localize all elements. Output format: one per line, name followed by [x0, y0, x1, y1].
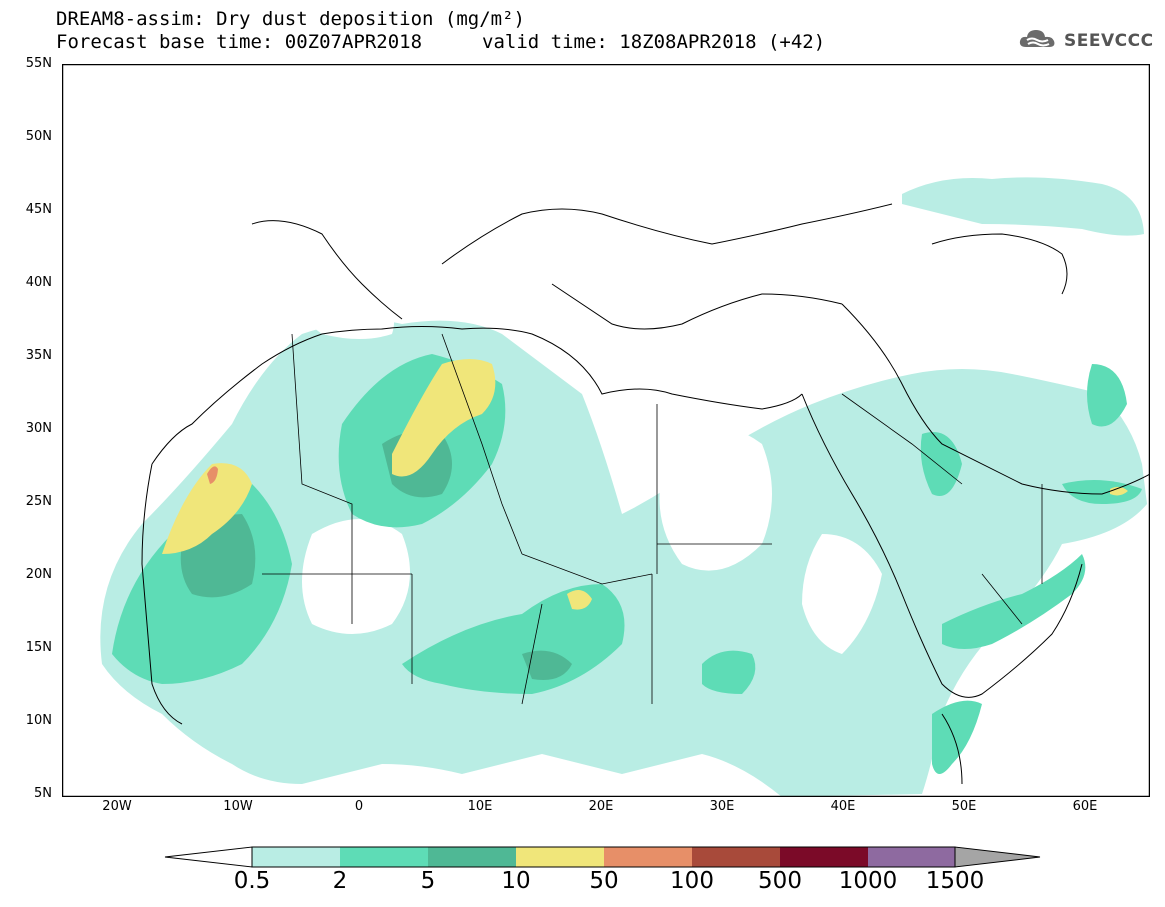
colorbar-label: 100 — [670, 868, 714, 894]
colorbar-swatch — [604, 847, 692, 867]
lat-label: 40N — [25, 275, 52, 290]
map-panel — [62, 64, 1150, 797]
colorbar-label: 10 — [501, 868, 531, 894]
lon-label: 0 — [354, 799, 364, 814]
colorbar-swatch — [252, 847, 340, 867]
lat-label: 45N — [25, 202, 52, 217]
colorbar-swatch — [868, 847, 955, 867]
lon-label: 10W — [223, 799, 253, 814]
lat-label: 15N — [25, 640, 52, 655]
seevccc-logo: SEEVCCC — [1018, 28, 1154, 54]
borders-layer — [262, 333, 1043, 705]
lat-label: 25N — [25, 494, 52, 509]
coastlines-layer — [141, 203, 1150, 785]
map-title: DREAM8-assim: Dry dust deposition (mg/m²… — [56, 8, 525, 30]
lat-label: 35N — [25, 348, 52, 363]
lat-label: 10N — [25, 713, 52, 728]
lat-label: 55N — [25, 56, 52, 71]
lon-label: 30E — [709, 799, 735, 814]
lon-label: 20E — [588, 799, 614, 814]
colorbar-label: 1500 — [925, 868, 985, 894]
lat-label: 20N — [25, 567, 52, 582]
dust-field-layer — [100, 177, 1147, 797]
colorbar-label: 5 — [420, 868, 436, 894]
cloud-icon — [1018, 27, 1058, 55]
colorbar-label: 1000 — [838, 868, 898, 894]
colorbar-swatch — [780, 847, 868, 867]
colorbar-label: 0.5 — [233, 868, 271, 894]
lon-label: 40E — [830, 799, 856, 814]
lat-label: 5N — [34, 786, 52, 801]
colorbar-label: 50 — [589, 868, 619, 894]
colorbar-swatch — [516, 847, 604, 867]
colorbar — [164, 846, 1041, 868]
colorbar-label: 2 — [332, 868, 348, 894]
colorbar-label: 500 — [758, 868, 802, 894]
map-frame — [62, 64, 1150, 797]
lon-label: 60E — [1072, 799, 1098, 814]
valid-time: valid time: 18Z08APR2018 (+42) — [482, 31, 826, 53]
forecast-base-time: Forecast base time: 00Z07APR2018 — [56, 31, 423, 53]
lat-label: 30N — [25, 421, 52, 436]
lon-label: 50E — [951, 799, 977, 814]
colorbar-over-triangle — [954, 846, 1041, 868]
colorbar-swatch — [340, 847, 428, 867]
lon-label: 10E — [467, 799, 493, 814]
colorbar-swatch — [428, 847, 516, 867]
colorbar-swatch — [692, 847, 780, 867]
lon-label: 20W — [102, 799, 132, 814]
logo-text: SEEVCCC — [1064, 31, 1154, 51]
colorbar-under-triangle — [164, 846, 253, 868]
lat-label: 50N — [25, 129, 52, 144]
